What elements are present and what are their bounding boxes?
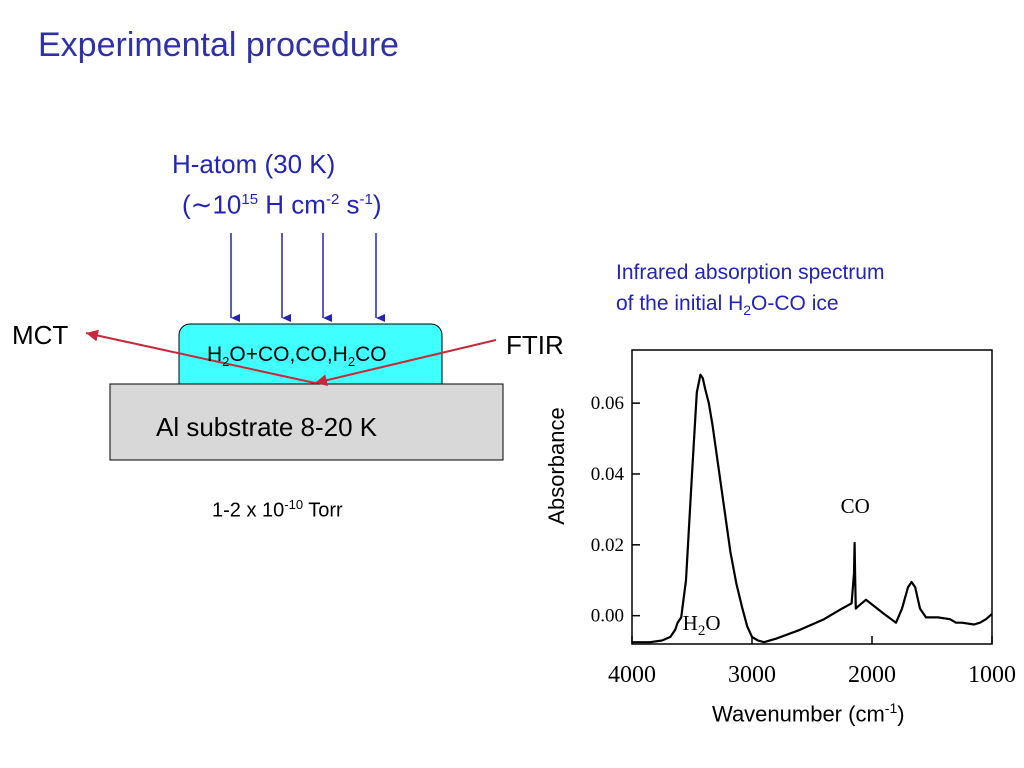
al-substrate [109, 383, 504, 461]
plot-frame [631, 349, 993, 645]
ftir-label: FTIR [506, 330, 564, 360]
x-tick-label: 3000 [728, 662, 776, 688]
annotation-label: CO [841, 494, 870, 518]
spectrum-line [632, 373, 993, 644]
y-tick-label: 0.00 [591, 606, 624, 627]
ir-beam-reflected [85, 329, 316, 384]
x-axis-label: Wavenumber (cm-1) [712, 700, 905, 727]
y-tick-label: 0.04 [591, 464, 625, 485]
ice-composition-label: H2O+CO,CO,H2CO [207, 343, 387, 370]
mct-label: MCT [12, 320, 69, 350]
h-atom-beam-label: H-atom (30 K) (∼1015 H cm-2 s-1) [172, 146, 382, 223]
page-title: Experimental procedure [38, 26, 399, 64]
spectrum-caption-line-2: of the initial H2O-CO ice [616, 292, 839, 319]
x-tick-label: 4000 [608, 662, 656, 688]
beam-line-1: H-atom (30 K) [172, 149, 336, 179]
x-tick-label: 2000 [848, 662, 896, 688]
spectrum-caption-line-1: Infrared absorption spectrum [616, 261, 885, 284]
y-tick-label: 0.02 [591, 535, 624, 556]
y-ticks: 0.00 0.02 0.04 0.06 [591, 393, 640, 627]
x-ticks: 4000 3000 2000 1000 [608, 636, 1016, 688]
y-tick-label: 0.06 [591, 393, 624, 414]
y-axis-label: Absorbance [544, 407, 569, 525]
beam-line-2: (∼1015 H cm-2 s-1) [182, 189, 382, 220]
substrate-label: Al substrate 8-20 K [156, 412, 378, 442]
annotation-label: H2O [683, 611, 721, 639]
x-tick-label: 1000 [968, 662, 1016, 688]
pressure-label: 1-2 x 10-10 Torr [212, 497, 343, 522]
annotations: H2O CO [683, 494, 870, 639]
ir-beam-incident [314, 339, 497, 387]
spectrum-caption: Infrared absorption spectrum of the init… [616, 257, 884, 326]
